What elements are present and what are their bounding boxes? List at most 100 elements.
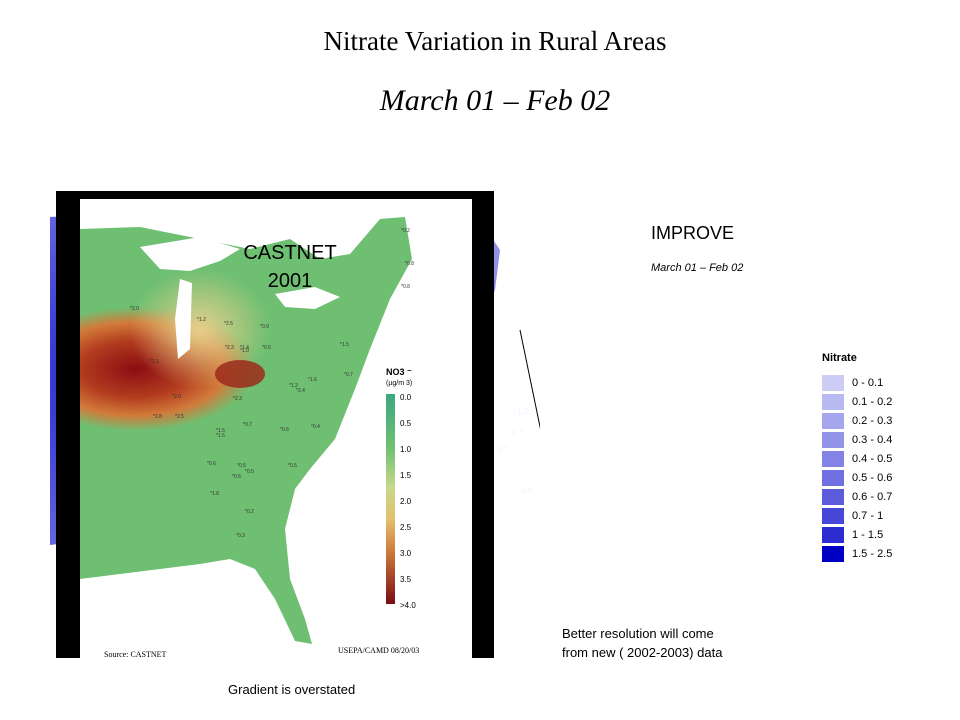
legend-label: 1.5 - 2.5 bbox=[852, 548, 893, 560]
castnet-title: CASTNET 2001 bbox=[230, 239, 350, 295]
legend-swatch bbox=[822, 432, 844, 448]
castnet-station-value: *0.6 bbox=[232, 474, 241, 480]
castnet-station-value: *2.8 bbox=[153, 414, 162, 420]
legend-item: 1.5 - 2.5 bbox=[822, 545, 922, 563]
legend-item: 0.4 - 0.5 bbox=[822, 450, 922, 468]
castnet-station-value: *1.8 bbox=[210, 491, 219, 497]
legend-label: 0.7 - 1 bbox=[852, 510, 884, 522]
castnet-scale-tick: 2.5 bbox=[400, 523, 412, 532]
legend-label: 0.6 - 0.7 bbox=[852, 491, 893, 503]
legend-item: 0.1 - 0.2 bbox=[822, 393, 922, 411]
improve-site-value: 0.7 bbox=[512, 428, 524, 437]
legend-swatch bbox=[822, 451, 844, 467]
castnet-legend-unit: (µg/m 3) bbox=[386, 380, 412, 387]
legend-label: 0.3 - 0.4 bbox=[852, 434, 893, 446]
castnet-hotspot bbox=[215, 360, 265, 388]
legend-swatch bbox=[822, 394, 844, 410]
legend-label: 0 - 0.1 bbox=[852, 377, 884, 389]
page-subtitle: March 01 – Feb 02 bbox=[379, 84, 611, 117]
castnet-station-value: *2.3 bbox=[233, 396, 242, 402]
legend-item: 0.7 - 1 bbox=[822, 507, 922, 525]
castnet-station-value: *0.4 bbox=[311, 424, 320, 430]
castnet-scale-tick: 3.5 bbox=[400, 575, 412, 584]
castnet-station-value: *1.4 bbox=[240, 345, 249, 351]
castnet-station-value: *2.4 bbox=[296, 388, 305, 394]
castnet-scale-tick: >4.0 bbox=[400, 601, 416, 610]
resolution-note: Better resolution will come from new ( 2… bbox=[562, 624, 812, 662]
castnet-station-value: *1.2 bbox=[197, 317, 206, 323]
castnet-scale-tick: 1.0 bbox=[400, 445, 412, 454]
page-title: Nitrate Variation in Rural Areas bbox=[323, 26, 667, 56]
legend-label: 0.1 - 0.2 bbox=[852, 396, 893, 408]
legend-swatch bbox=[822, 527, 844, 543]
castnet-title-line1: CASTNET bbox=[243, 242, 337, 264]
legend-label: 0.2 - 0.3 bbox=[852, 415, 893, 427]
castnet-station-value: *0.6 bbox=[280, 427, 289, 433]
castnet-station-value: *0.5 bbox=[245, 469, 254, 475]
legend-swatch bbox=[822, 413, 844, 429]
castnet-station-value: *0.5 bbox=[288, 463, 297, 469]
legend-item: 0.6 - 0.7 bbox=[822, 488, 922, 506]
castnet-station-value: *0.2 bbox=[401, 228, 410, 234]
castnet-station-value: *2.1 bbox=[150, 359, 159, 365]
castnet-legend-title: NO3 ⁻ bbox=[386, 367, 412, 377]
improve-site-value: 0.4 bbox=[521, 486, 533, 495]
legend-item: 1 - 1.5 bbox=[822, 526, 922, 544]
castnet-lakes bbox=[140, 237, 340, 359]
castnet-station-value: *0.5 bbox=[237, 463, 246, 469]
castnet-station-value: *1.6 bbox=[308, 377, 317, 383]
legend-label: 1 - 1.5 bbox=[852, 529, 884, 541]
legend-label: 0.4 - 0.5 bbox=[852, 453, 893, 465]
improve-site-value: 1.0 bbox=[517, 407, 529, 416]
castnet-credit: USEPA/CAMD 08/20/03 bbox=[338, 646, 419, 655]
legend-item: 0.2 - 0.3 bbox=[822, 412, 922, 430]
castnet-station-value: *1.2 bbox=[289, 383, 298, 389]
castnet-station-value: *2.0 bbox=[130, 306, 139, 312]
improve-title: IMPROVE bbox=[651, 223, 735, 243]
legend-item: 0.3 - 0.4 bbox=[822, 431, 922, 449]
castnet-scale-tick: 1.5 bbox=[400, 471, 412, 480]
legend-title: Nitrate bbox=[822, 352, 857, 364]
castnet-station-value: *2.0 bbox=[172, 394, 181, 400]
gradient-note: Gradient is overstated bbox=[228, 682, 356, 697]
castnet-color-scale bbox=[386, 394, 395, 604]
castnet-station-value: *0.7 bbox=[243, 422, 252, 428]
castnet-panel: *2.0 *1.2 *2.5 *2.3 *1.4 *1.0 *0.5 *0.9 *2.1 *2.0… bbox=[15, 199, 472, 676]
castnet-station-value: *0.6 bbox=[207, 461, 216, 467]
castnet-station-value: *0.8 bbox=[401, 284, 410, 290]
castnet-station-value: *2.3 bbox=[225, 345, 234, 351]
legend-swatch bbox=[822, 375, 844, 391]
castnet-source: Source: CASTNET bbox=[104, 650, 167, 659]
castnet-station-value: *1.5 bbox=[216, 433, 225, 439]
improve-site-value: 0.7 bbox=[497, 445, 509, 454]
castnet-station-value: *0.3 bbox=[236, 533, 245, 539]
legend-swatch bbox=[822, 489, 844, 505]
resolution-note-line1: Better resolution will come bbox=[562, 626, 714, 641]
castnet-station-value: *0.9 bbox=[260, 324, 269, 330]
legend-label: 0.5 - 0.6 bbox=[852, 472, 893, 484]
castnet-scale-tick: 0.5 bbox=[400, 419, 412, 428]
legend-swatch bbox=[822, 470, 844, 486]
castnet-station-value: *0.2 bbox=[245, 509, 254, 515]
resolution-note-line2: from new ( 2002-2003) data bbox=[562, 645, 723, 660]
legend-item: 0.5 - 0.6 bbox=[822, 469, 922, 487]
castnet-station-value: *1.5 bbox=[216, 428, 225, 434]
castnet-moderate-zone bbox=[130, 269, 270, 389]
castnet-station-value: *1.5 bbox=[340, 342, 349, 348]
castnet-scale-tick: 2.0 bbox=[400, 497, 412, 506]
annotation-arrow bbox=[519, 329, 540, 430]
castnet-station-value: *1.0 bbox=[240, 348, 249, 354]
legend-swatch bbox=[822, 546, 844, 562]
improve-subtitle: March 01 – Feb 02 bbox=[651, 262, 744, 274]
castnet-station-value: *2.5 bbox=[175, 414, 184, 420]
castnet-scale-tick: 3.0 bbox=[400, 549, 412, 558]
castnet-station-value: *2.5 bbox=[224, 321, 233, 327]
castnet-scale-tick: 0.0 bbox=[400, 393, 412, 402]
castnet-station-value: *0.8 bbox=[405, 261, 414, 267]
legend-swatch bbox=[822, 508, 844, 524]
castnet-station-value: *0.7 bbox=[344, 372, 353, 378]
legend-item: 0 - 0.1 bbox=[822, 374, 922, 392]
nitrate-legend: Nitrate 0 - 0.1 0.1 - 0.2 0.2 - 0.3 0.3 - 0… bbox=[822, 352, 922, 564]
castnet-title-line2: 2001 bbox=[267, 270, 313, 292]
castnet-station-value: *0.5 bbox=[262, 345, 271, 351]
